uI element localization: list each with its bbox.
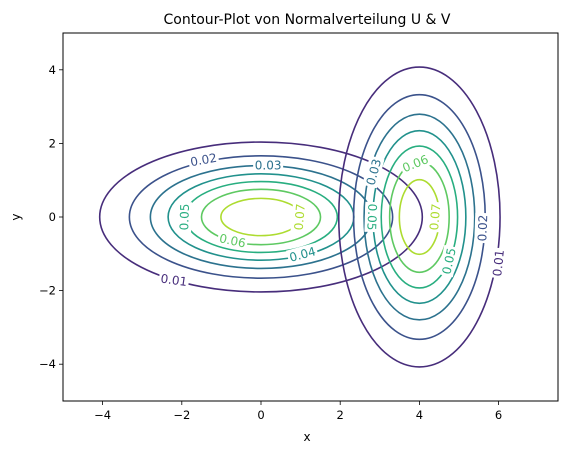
x-axis-label: x — [303, 430, 310, 444]
contour-label: 0.01 — [489, 247, 508, 279]
contour-label-text: 0.01 — [490, 249, 507, 277]
contour-label: 0.02 — [474, 212, 491, 244]
contour-line-1-0-04 — [167, 173, 355, 261]
contour-label-text: 0.07 — [292, 203, 308, 231]
contour-label: 0.07 — [290, 201, 309, 233]
y-tick-label: 0 — [49, 210, 56, 224]
contour-line-1-0-01 — [98, 141, 424, 293]
contour-label-text: 0.04 — [288, 244, 317, 264]
contour-label: 0.07 — [425, 201, 444, 233]
contour-label-text: 0.02 — [475, 214, 490, 241]
contour-label-text: 0.07 — [427, 203, 443, 231]
contour-label: 0.05 — [176, 201, 193, 233]
contour-label-text: 0.02 — [189, 151, 218, 169]
contour-label-text: 0.03 — [364, 157, 384, 186]
chart-title: Contour-Plot von Normalverteilung U & V — [164, 12, 451, 28]
contour-label-text: 0.01 — [160, 272, 188, 290]
contour-line-2-0-05 — [380, 145, 459, 289]
x-tick-label: 6 — [495, 408, 502, 422]
contour-label: 0.05 — [438, 244, 460, 278]
contour-line-1-0-05 — [183, 180, 339, 254]
y-axis-label: y — [9, 213, 23, 220]
x-tick-label: −4 — [94, 408, 111, 422]
contour-line-2-0-03 — [363, 113, 476, 321]
contour-line-1-0-07 — [220, 197, 302, 237]
x-axis-ticks: −4 −2 0 2 4 6 — [94, 401, 502, 422]
contour-label-text: 0.05 — [364, 203, 379, 230]
contour-label-text: 0.03 — [255, 158, 282, 172]
contour-label-text: 0.05 — [439, 247, 458, 276]
contour-label-text: 0.05 — [177, 203, 192, 230]
contour-line-1-0-06 — [200, 188, 322, 246]
contour-label: 0.06 — [216, 229, 249, 251]
contour-label-text: 0.06 — [218, 231, 247, 250]
x-tick-label: 2 — [337, 408, 344, 422]
contour-label: 0.05 — [364, 201, 381, 233]
y-tick-label: 4 — [49, 63, 56, 77]
y-axis-ticks: −4 −2 0 2 4 — [39, 63, 63, 371]
x-tick-label: 0 — [257, 408, 264, 422]
contour-label: 0.04 — [286, 242, 319, 266]
contour-label: 0.06 — [398, 150, 432, 176]
contour-label: 0.03 — [253, 157, 284, 173]
contour-label: 0.02 — [187, 149, 220, 170]
contour-label-text: 0.06 — [400, 152, 430, 175]
contour-line-2-0-01 — [337, 66, 501, 368]
y-tick-label: −4 — [39, 357, 56, 371]
y-tick-label: −2 — [39, 284, 56, 298]
x-tick-label: −2 — [173, 408, 190, 422]
contour-line-1-0-02 — [128, 155, 394, 279]
contour-label: 0.01 — [158, 270, 190, 290]
contour-labels: 0.010.02 0.030.040.050.060.070.030.050.06… — [158, 149, 508, 290]
y-tick-label: 2 — [49, 136, 56, 150]
x-tick-label: 4 — [416, 408, 423, 422]
